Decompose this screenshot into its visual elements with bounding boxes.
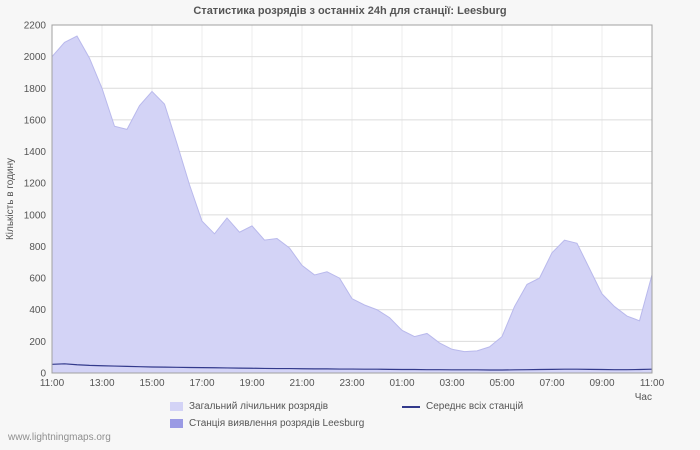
y-axis-title: Кількість в годину bbox=[5, 158, 16, 240]
x-axis-title: Час bbox=[635, 392, 652, 402]
legend-swatch-station bbox=[170, 419, 183, 428]
legend-swatch-total bbox=[170, 402, 183, 411]
x-tick-label: 15:00 bbox=[139, 378, 164, 389]
x-tick-label: 03:00 bbox=[439, 378, 464, 389]
y-tick-label: 400 bbox=[29, 305, 46, 316]
legend-label-average: Середнє всіх станцій bbox=[426, 401, 524, 412]
y-tick-label: 800 bbox=[29, 242, 46, 253]
chart-title: Статистика розрядів з останніх 24h для с… bbox=[193, 5, 507, 17]
y-tick-label: 0 bbox=[40, 369, 46, 380]
y-tick-label: 1400 bbox=[24, 147, 47, 158]
legend-label-station: Станція виявлення розрядів Leesburg bbox=[189, 418, 365, 429]
y-tick-label: 600 bbox=[29, 274, 46, 285]
x-tick-label: 21:00 bbox=[289, 378, 314, 389]
chart-legend: Загальний лічильник розрядів Середнє всі… bbox=[170, 398, 523, 432]
legend-row-2: Станція виявлення розрядів Leesburg bbox=[170, 415, 523, 432]
chart-canvas: 11:00 13:00 15:00 17:00 19:00 21:00 23:00 01:00… bbox=[5, 21, 665, 403]
x-tick-label: 13:00 bbox=[89, 378, 114, 389]
legend-item-station: Станція виявлення розрядів Leesburg bbox=[170, 418, 402, 429]
legend-row-1: Загальний лічильник розрядів Середнє всі… bbox=[170, 398, 523, 415]
x-tick-label: 05:00 bbox=[489, 378, 514, 389]
y-tick-label: 2000 bbox=[24, 52, 47, 63]
x-tick-label: 19:00 bbox=[239, 378, 264, 389]
y-tick-label: 1600 bbox=[24, 115, 47, 126]
x-tick-label: 11:00 bbox=[640, 378, 665, 389]
legend-item-average: Середнє всіх станцій bbox=[402, 401, 523, 412]
y-tick-label: 2200 bbox=[24, 21, 47, 32]
y-tick-label: 1800 bbox=[24, 84, 47, 95]
line-series-average bbox=[51, 363, 653, 371]
plot-border bbox=[51, 24, 653, 374]
watermark-link: www.lightningmaps.org bbox=[8, 432, 111, 443]
x-tick-label: 07:00 bbox=[539, 378, 564, 389]
legend-item-total: Загальний лічильник розрядів bbox=[170, 401, 402, 412]
x-tick-label: 17:00 bbox=[189, 378, 214, 389]
x-tick-label: 09:00 bbox=[589, 378, 614, 389]
area-series-total bbox=[51, 35, 653, 374]
y-tick-label: 200 bbox=[29, 337, 46, 348]
y-tick-label: 1200 bbox=[24, 179, 47, 190]
legend-swatch-average bbox=[402, 405, 420, 408]
legend-label-total: Загальний лічильник розрядів bbox=[189, 401, 329, 412]
x-tick-label: 11:00 bbox=[40, 378, 65, 389]
x-tick-label: 01:00 bbox=[389, 378, 414, 389]
x-tick-label: 23:00 bbox=[339, 378, 364, 389]
y-tick-label: 1000 bbox=[24, 210, 47, 221]
